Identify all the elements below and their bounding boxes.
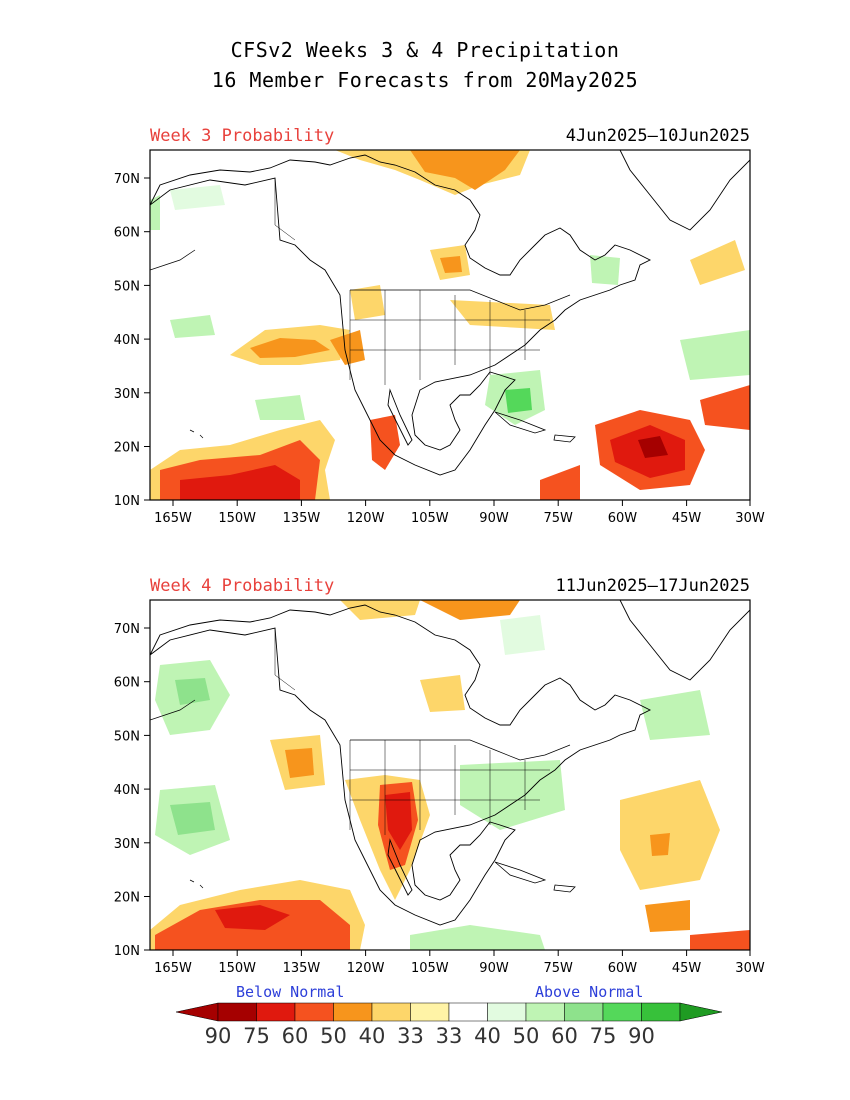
week3-map xyxy=(150,150,750,500)
week4-dates: 11Jun2025—17Jun2025 xyxy=(555,576,750,596)
lat-tick-label: 30N xyxy=(114,837,140,852)
lat-tick-label: 50N xyxy=(114,279,140,294)
colorbar-number: 60 xyxy=(282,1024,309,1048)
colorbar-number: 75 xyxy=(243,1024,270,1048)
colorbar-number: 60 xyxy=(551,1024,578,1048)
lon-tick-label: 135W xyxy=(283,961,321,976)
colorbar-swatch xyxy=(294,1002,334,1022)
lon-tick-label: 45W xyxy=(672,511,702,526)
lon-tick-label: 30W xyxy=(735,511,765,526)
lat-tick-label: 20N xyxy=(114,441,140,456)
colorbar-number: 40 xyxy=(474,1024,501,1048)
lat-tick-label: 60N xyxy=(114,226,140,241)
lat-tick-label: 10N xyxy=(114,944,140,959)
lat-tick-label: 40N xyxy=(114,333,140,348)
lon-tick-label: 60W xyxy=(608,511,638,526)
lat-tick-label: 70N xyxy=(114,622,140,637)
colorbar-swatch xyxy=(448,1002,488,1022)
colorbar-number: 50 xyxy=(513,1024,540,1048)
week4-frame xyxy=(149,599,751,951)
colorbar-number: 33 xyxy=(397,1024,424,1048)
week3-label: Week 3 Probability xyxy=(150,126,335,146)
lon-tick-label: 75W xyxy=(543,961,573,976)
colorbar-number: 90 xyxy=(628,1024,655,1048)
lon-tick-label: 135W xyxy=(283,511,321,526)
lon-tick-label: 120W xyxy=(347,961,385,976)
below-normal-label: Below Normal xyxy=(236,983,345,1001)
colorbar-number: 90 xyxy=(205,1024,232,1048)
lon-tick-label: 150W xyxy=(218,961,256,976)
lon-tick-label: 165W xyxy=(154,961,192,976)
colorbar-swatch xyxy=(641,1002,681,1022)
colorbar-number: 75 xyxy=(590,1024,617,1048)
colorbar-swatch xyxy=(256,1002,296,1022)
lon-tick-label: 30W xyxy=(735,961,765,976)
week3-dates: 4Jun2025—10Jun2025 xyxy=(565,126,750,146)
week4-map xyxy=(150,600,750,950)
colorbar-left-arrow xyxy=(175,1002,219,1022)
lat-tick-label: 40N xyxy=(114,783,140,798)
lat-tick-label: 60N xyxy=(114,676,140,691)
colorbar-number: 50 xyxy=(320,1024,347,1048)
colorbar-swatch xyxy=(371,1002,411,1022)
lon-tick-label: 105W xyxy=(411,511,449,526)
lon-tick-label: 120W xyxy=(347,511,385,526)
lon-tick-label: 75W xyxy=(543,511,573,526)
above-normal-label: Above Normal xyxy=(535,983,644,1001)
lon-tick-label: 90W xyxy=(479,511,509,526)
title-line-1: CFSv2 Weeks 3 & 4 Precipitation xyxy=(230,38,620,62)
lon-tick-label: 150W xyxy=(218,511,256,526)
colorbar-number: 33 xyxy=(436,1024,463,1048)
axes-group: 70N 60N 50N 40N 30N 20N 10N 165W 150W 135W 120W 105… xyxy=(114,172,765,976)
colorbar-swatch xyxy=(602,1002,642,1022)
colorbar-swatch xyxy=(217,1002,257,1022)
lon-tick-label: 105W xyxy=(411,961,449,976)
lat-tick-label: 30N xyxy=(114,387,140,402)
colorbar-swatch xyxy=(410,1002,450,1022)
title-line-2: 16 Member Forecasts from 20May2025 xyxy=(211,68,639,92)
lon-tick-label: 60W xyxy=(608,961,638,976)
colorbar-right-arrow xyxy=(679,1002,723,1022)
lon-tick-label: 165W xyxy=(154,511,192,526)
lon-tick-label: 45W xyxy=(672,961,702,976)
lon-tick-label: 90W xyxy=(479,961,509,976)
colorbar-swatch xyxy=(487,1002,527,1022)
lat-tick-label: 50N xyxy=(114,729,140,744)
colorbar-number: 40 xyxy=(359,1024,386,1048)
colorbar-swatch xyxy=(333,1002,373,1022)
lat-tick-label: 10N xyxy=(114,494,140,509)
lat-tick-label: 70N xyxy=(114,172,140,187)
lat-tick-label: 20N xyxy=(114,891,140,906)
week4-label: Week 4 Probability xyxy=(150,576,335,596)
colorbar: 90 75 60 50 40 33 33 40 50 60 75 90 xyxy=(175,1002,723,1048)
colorbar-swatch xyxy=(564,1002,604,1022)
week3-frame xyxy=(149,149,751,501)
colorbar-swatch xyxy=(525,1002,565,1022)
